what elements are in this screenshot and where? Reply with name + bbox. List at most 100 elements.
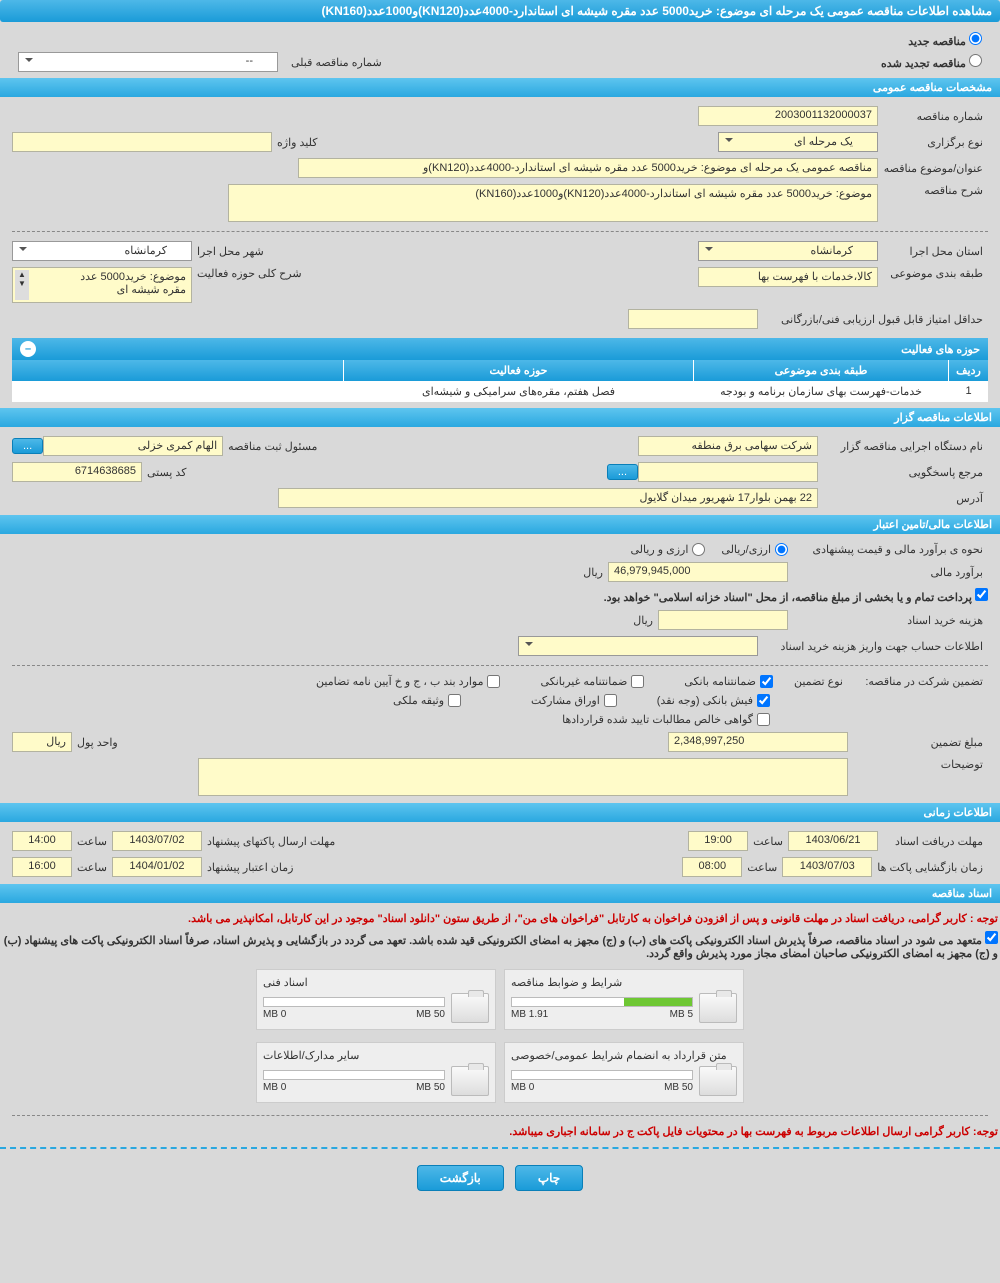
org-field: شرکت سهامی برق منطقه [638, 436, 818, 456]
docs-commit-checkbox[interactable] [985, 931, 998, 944]
ref-more-button[interactable]: ... [607, 464, 638, 480]
subject-label: عنوان/موضوع مناقصه [878, 162, 988, 175]
postal-field: 6714638685 [12, 462, 142, 482]
addr-label: آدرس [818, 492, 988, 505]
subject-field: مناقصه عمومی یک مرحله ای موضوع: خرید5000… [298, 158, 878, 178]
open-label: زمان بازگشایی پاکت ها [872, 861, 988, 874]
keyword-label: کلید واژه [272, 136, 322, 149]
chk-securities[interactable]: اوراق مشارکت [531, 694, 617, 707]
th-area: حوزه فعالیت [343, 360, 693, 381]
notes-label: توضیحات [848, 758, 988, 771]
estimate-field: 46,979,945,000 [608, 562, 788, 582]
notes-field[interactable] [198, 758, 848, 796]
send-label: مهلت ارسال پاکتهای پیشنهاد [202, 835, 340, 848]
province-label: استان محل اجرا [878, 245, 988, 258]
chk-bond[interactable]: موارد بند ب ، ج و خ آیین نامه تضامین [316, 675, 500, 688]
treasury-note: پرداخت تمام و یا بخشی از مبلغ مناقصه، از… [0, 585, 1000, 607]
doc-card-contract[interactable]: متن قرارداد به انضمام شرایط عمومی/خصوصی … [504, 1042, 744, 1103]
chk-property[interactable]: وثیقه ملکی [393, 694, 461, 707]
docs-note1: توجه : کاربر گرامی، دریافت اسناد در مهلت… [0, 909, 1000, 928]
radio-renewed[interactable]: مناقصه تجدید شده [881, 54, 982, 70]
docprice-label: هزینه خرید اسناد [788, 614, 988, 627]
keyword-field[interactable] [12, 132, 272, 152]
method-label: نحوه ی برآورد مالی و قیمت پیشنهادی [788, 543, 988, 556]
city-select[interactable]: کرمانشاه [12, 241, 192, 261]
doc-card-terms[interactable]: شرایط و ضوابط مناقصه 5 MB1.91 MB [504, 969, 744, 1030]
guarantee-type-label: نوع تضمین [789, 675, 848, 688]
section-holder: اطلاعات مناقصه گزار [0, 408, 1000, 427]
reg-field: الهام کمری خزلی [43, 436, 223, 456]
docprice-field[interactable] [658, 610, 788, 630]
activity-table: حوزه های فعالیت– ردیف طبقه بندی موضوعی ح… [12, 338, 988, 402]
currency-label: واحد پول [72, 736, 123, 749]
th-idx: ردیف [948, 360, 988, 381]
radio-new[interactable]: مناقصه جدید [908, 36, 982, 48]
folder-icon [699, 1066, 737, 1096]
desc-label: شرح مناقصه [878, 184, 988, 197]
currency-field: ریال [12, 732, 72, 752]
min-score-label: حداقل امتیاز قابل قبول ارزیابی فنی/بازرگ… [758, 313, 988, 326]
print-button[interactable]: چاپ [515, 1165, 583, 1191]
type-select[interactable]: یک مرحله ای [718, 132, 878, 152]
account-select[interactable] [518, 636, 758, 656]
ref-field[interactable] [638, 462, 818, 482]
section-time: اطلاعات زمانی [0, 803, 1000, 822]
receive-date: 1403/06/21 [788, 831, 878, 851]
section-general: مشخصات مناقصه عمومی [0, 78, 1000, 97]
section-finance: اطلاعات مالی/تامین اعتبار [0, 515, 1000, 534]
method-opt1[interactable]: ارزی/ریالی [721, 543, 788, 556]
activity-field: موضوع: خرید5000 عددمقره شیشه ای ▲▼ [12, 267, 192, 303]
activity-label: شرح کلی حوزه فعالیت [192, 267, 307, 280]
docs-note3: توجه: کاربر گرامی ارسال اطلاعات مربوط به… [0, 1122, 1000, 1141]
receive-time: 19:00 [688, 831, 748, 851]
chk-netclaims[interactable]: گواهی خالص مطالبات تایید شده قراردادها [562, 713, 770, 726]
desc-field: موضوع: خرید5000 عدد مقره شیشه ای استاندا… [228, 184, 878, 222]
send-date: 1403/07/02 [112, 831, 202, 851]
valid-date: 1404/01/02 [112, 857, 202, 877]
docs-note2: متعهد می شود در اسناد مناقصه، صرفاً پذیر… [0, 928, 1000, 963]
guarantee-label: تضمین شرکت در مناقصه: [848, 675, 988, 688]
more-button[interactable]: ... [12, 438, 43, 454]
page-title: مشاهده اطلاعات مناقصه عمومی یک مرحله ای … [0, 0, 1000, 22]
type-label: نوع برگزاری [878, 136, 988, 149]
back-button[interactable]: بازگشت [417, 1165, 504, 1191]
open-date: 1403/07/03 [782, 857, 872, 877]
min-score-field[interactable] [628, 309, 758, 329]
open-time: 08:00 [682, 857, 742, 877]
account-label: اطلاعات حساب جهت واریز هزینه خرید اسناد [758, 640, 988, 653]
tender-no-field: 2003001132000037 [698, 106, 878, 126]
doc-card-other[interactable]: سایر مدارک/اطلاعات 50 MB0 MB [256, 1042, 496, 1103]
prev-tender-select[interactable]: -- [18, 52, 278, 72]
folder-icon [451, 1066, 489, 1096]
folder-icon [699, 993, 737, 1023]
send-time: 14:00 [12, 831, 72, 851]
table-row: 1 خدمات-فهرست بهای سازمان برنامه و بودجه… [12, 381, 988, 402]
amount-field: 2,348,997,250 [668, 732, 848, 752]
province-select[interactable]: کرمانشاه [698, 241, 878, 261]
class-field: کالا،خدمات با فهرست بها [698, 267, 878, 287]
doc-card-tech[interactable]: اسناد فنی 50 MB0 MB [256, 969, 496, 1030]
ref-label: مرجع پاسخگویی [818, 466, 988, 479]
section-docs: اسناد مناقصه [0, 884, 1000, 903]
reg-label: مسئول ثبت مناقصه [223, 440, 322, 453]
org-label: نام دستگاه اجرایی مناقصه گزار [818, 440, 988, 453]
amount-label: مبلغ تضمین [848, 736, 988, 749]
chk-bank[interactable]: ضمانتنامه بانکی [684, 675, 773, 688]
class-label: طبقه بندی موضوعی [878, 267, 988, 280]
postal-label: کد پستی [142, 466, 191, 479]
receive-label: مهلت دریافت اسناد [878, 835, 988, 848]
collapse-icon[interactable]: – [20, 341, 36, 357]
addr-field: 22 بهمن بلوار17 شهریور میدان گلایول [278, 488, 818, 508]
tender-no-label: شماره مناقصه [878, 110, 988, 123]
valid-time: 16:00 [12, 857, 72, 877]
th-class: طبقه بندی موضوعی [693, 360, 948, 381]
folder-icon [451, 993, 489, 1023]
method-opt2[interactable]: ارزی و ریالی [630, 543, 705, 556]
treasury-checkbox[interactable] [975, 588, 988, 601]
prev-tender-label: شماره مناقصه قبلی [286, 56, 387, 69]
chk-nonbank[interactable]: ضمانتنامه غیربانکی [540, 675, 644, 688]
valid-label: زمان اعتبار پیشنهاد [202, 861, 299, 874]
city-label: شهر محل اجرا [192, 245, 269, 258]
chk-receipt[interactable]: فیش بانکی (وجه نقد) [657, 694, 770, 707]
unit-rial: ریال [578, 566, 608, 579]
